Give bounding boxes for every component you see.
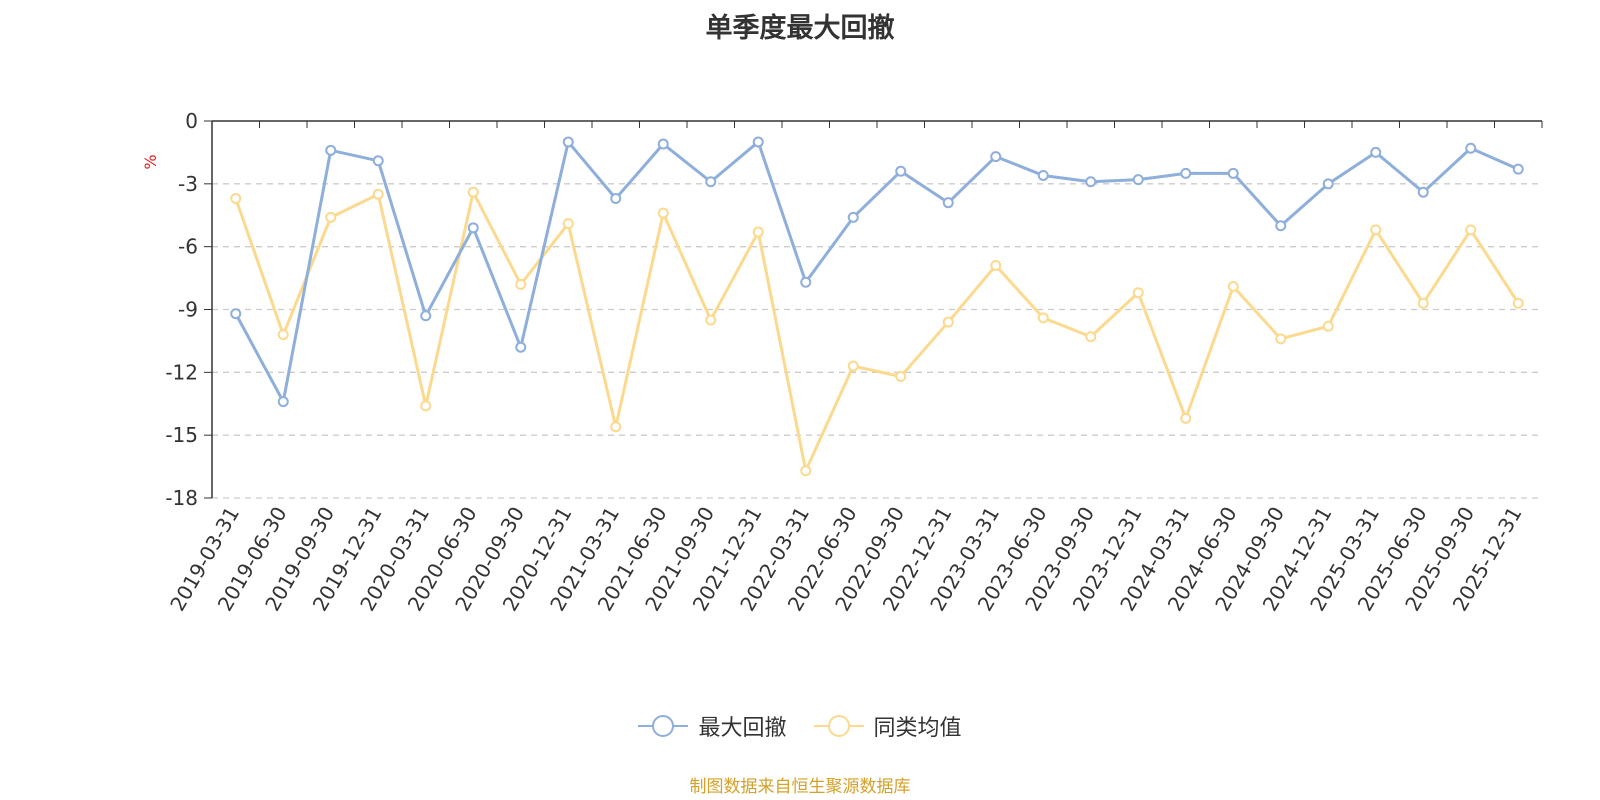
data-point[interactable] [990, 260, 1002, 272]
data-point[interactable] [800, 465, 812, 477]
data-point[interactable] [230, 308, 242, 320]
data-point[interactable] [990, 151, 1002, 163]
legend: 最大回撤 同类均值 [0, 710, 1600, 745]
data-point[interactable] [1370, 224, 1382, 236]
chart-title: 单季度最大回撤 [705, 13, 895, 44]
data-point[interactable] [800, 276, 812, 288]
series-lines [230, 136, 1524, 477]
data-point[interactable] [705, 314, 717, 326]
data-point[interactable] [325, 144, 337, 156]
data-point[interactable] [610, 421, 622, 433]
data-point[interactable] [847, 211, 859, 223]
y-tick-label: -6 [178, 235, 198, 259]
axes [204, 120, 1543, 499]
data-point[interactable] [277, 329, 289, 341]
data-point[interactable] [657, 207, 669, 219]
y-tick-label: -12 [165, 360, 198, 384]
legend-item-series1[interactable]: 最大回撤 [638, 710, 787, 742]
data-point[interactable] [1275, 333, 1287, 345]
data-point[interactable] [562, 218, 574, 230]
legend-marker-series2-icon [813, 715, 864, 737]
data-point[interactable] [1275, 220, 1287, 232]
data-point[interactable] [230, 192, 242, 204]
data-point[interactable] [1465, 224, 1477, 236]
y-tick-label: -9 [178, 298, 198, 322]
data-point[interactable] [562, 136, 574, 148]
data-point[interactable] [1132, 174, 1144, 186]
data-point[interactable] [1227, 280, 1239, 292]
data-point[interactable] [1037, 169, 1049, 181]
source-note: 制图数据来自恒生聚源数据库 [689, 777, 911, 797]
data-point[interactable] [372, 155, 384, 167]
data-point[interactable] [610, 192, 622, 204]
data-point[interactable] [1322, 178, 1334, 190]
data-point[interactable] [1417, 297, 1429, 309]
data-point[interactable] [895, 165, 907, 177]
data-point[interactable] [325, 211, 337, 223]
x-tick-labels: 2019-03-312019-06-302019-09-302019-12-31… [165, 503, 1526, 616]
data-point[interactable] [1417, 186, 1429, 198]
y-axis-label: % [141, 154, 160, 169]
data-point[interactable] [1322, 320, 1334, 332]
data-point[interactable] [1180, 412, 1192, 424]
legend-label-series1: 最大回撤 [698, 716, 787, 741]
data-point[interactable] [752, 226, 764, 238]
data-point[interactable] [1085, 331, 1097, 343]
data-point[interactable] [1180, 167, 1192, 179]
data-point[interactable] [515, 341, 527, 353]
data-point[interactable] [1512, 297, 1524, 309]
data-point[interactable] [277, 396, 289, 408]
data-point[interactable] [1227, 167, 1239, 179]
data-point[interactable] [847, 360, 859, 372]
data-point[interactable] [1037, 312, 1049, 324]
data-point[interactable] [372, 188, 384, 200]
data-point[interactable] [515, 278, 527, 290]
y-tick-label: -3 [178, 172, 198, 196]
data-point[interactable] [420, 310, 432, 322]
data-point[interactable] [1465, 142, 1477, 154]
y-tick-label: 0 [185, 109, 198, 133]
data-point[interactable] [895, 371, 907, 383]
data-point[interactable] [1132, 287, 1144, 299]
data-point[interactable] [1085, 176, 1097, 188]
data-point[interactable] [657, 138, 669, 150]
data-point[interactable] [942, 316, 954, 328]
series-line-2 [234, 190, 1520, 473]
legend-item-series2[interactable]: 同类均值 [813, 710, 962, 742]
series-line-1 [234, 140, 1519, 404]
legend-label-series2: 同类均值 [873, 716, 962, 741]
y-tick-label: -15 [165, 423, 198, 447]
data-point[interactable] [467, 222, 479, 234]
y-tick-label: -18 [165, 486, 198, 510]
data-point[interactable] [1512, 163, 1524, 175]
data-point[interactable] [467, 186, 479, 198]
data-point[interactable] [1370, 146, 1382, 158]
series-2 [230, 186, 1524, 477]
series-1 [230, 136, 1524, 408]
data-point[interactable] [705, 176, 717, 188]
data-point[interactable] [942, 197, 954, 209]
data-point[interactable] [752, 136, 764, 148]
data-point[interactable] [420, 400, 432, 412]
legend-marker-series1-icon [638, 715, 689, 737]
y-tick-labels: 0 -3 -6 -9 -12 -15 -18 [165, 109, 198, 510]
